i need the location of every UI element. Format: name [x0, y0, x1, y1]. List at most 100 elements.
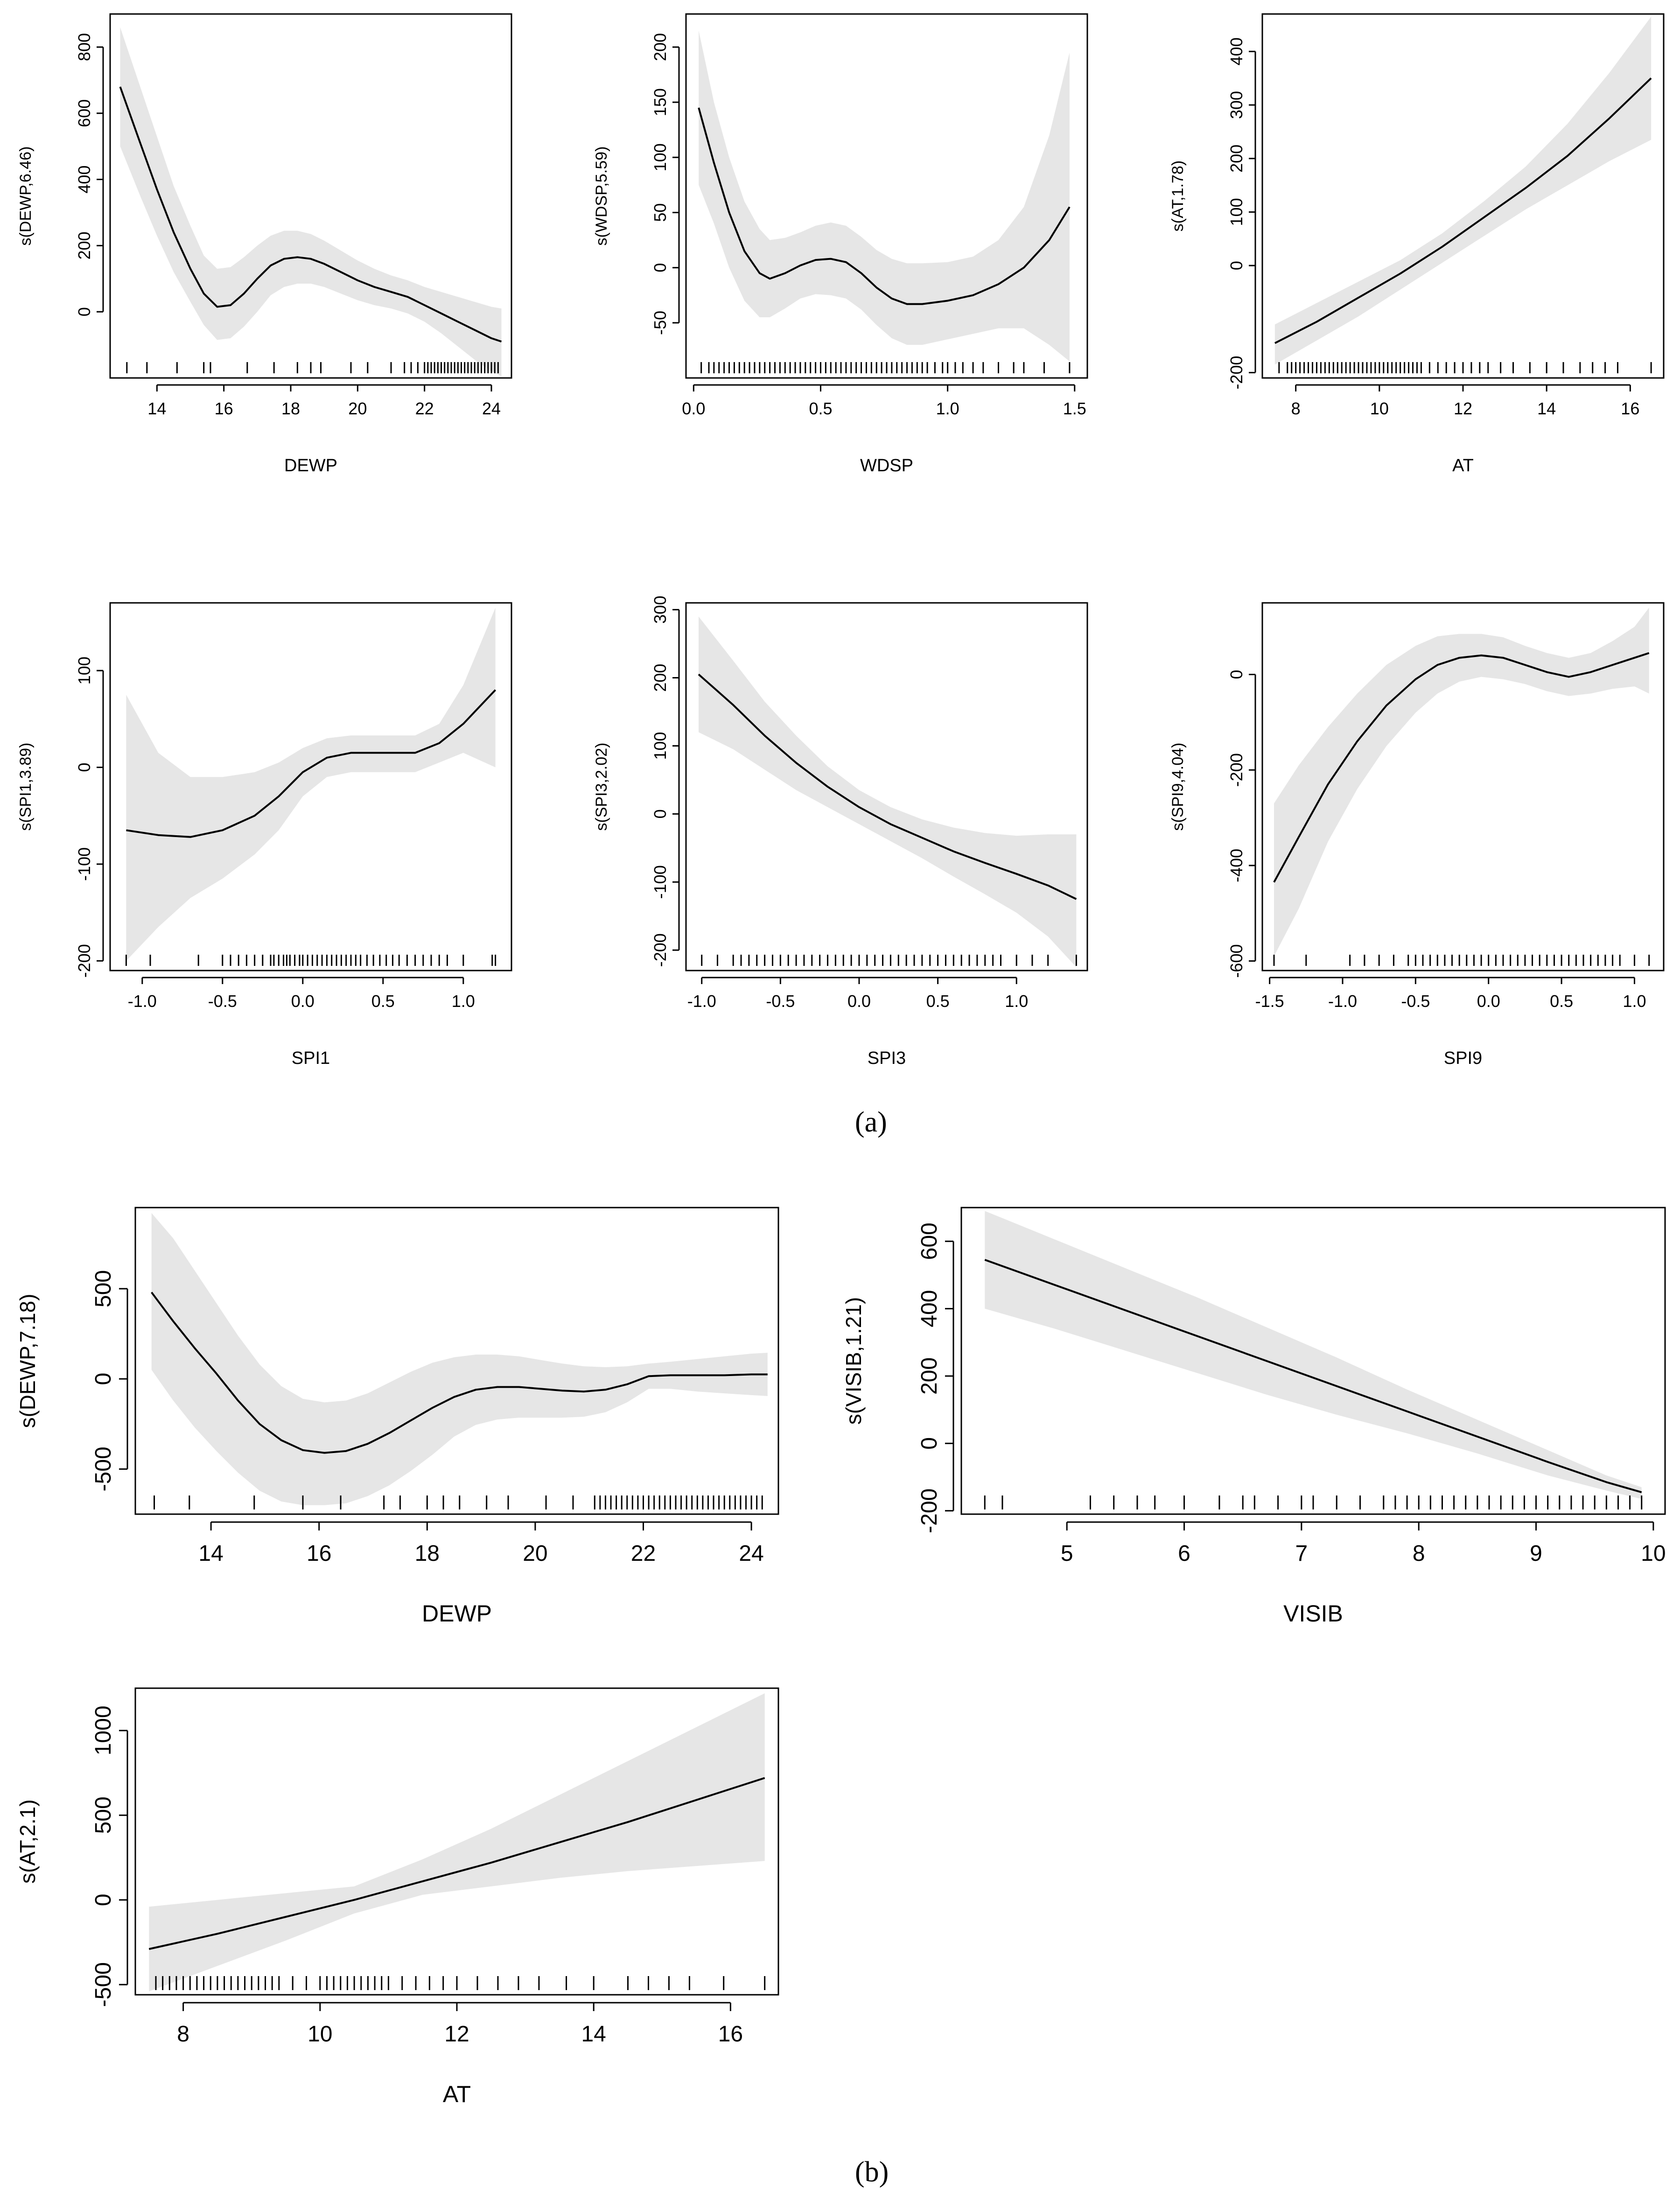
plot-frame — [685, 13, 1088, 379]
smooth-plot-2: 0.0 0.5 1.0 1.5 WDSP -50 0 50 100 150 200 s(WDSP,5.… — [593, 13, 1088, 475]
x-axis-title: VISIB — [1283, 1600, 1343, 1627]
x-axis-title: SPI1 — [292, 1048, 330, 1068]
y-tick-label: 0 — [75, 763, 94, 772]
y-tick-label: 200 — [917, 1357, 942, 1395]
y-tick-label: 150 — [651, 88, 670, 116]
x-tick-label: 0.5 — [371, 992, 395, 1011]
plot-frame — [134, 1687, 779, 1996]
x-axis-title: AT — [443, 2081, 471, 2107]
y-axis-title: s(SPI3,2.02) — [593, 743, 610, 831]
x-axis-title: AT — [1452, 456, 1474, 475]
x-tick-label: 10 — [1641, 1541, 1666, 1566]
smooth-line — [119, 86, 502, 342]
rug — [125, 955, 497, 966]
y-tick-label: 100 — [651, 732, 670, 760]
smooth-plot-4: -1.0 -0.5 0.0 0.5 1.0 SPI1 -200 -100 0 100 s(SPI1,… — [17, 602, 512, 1068]
y-tick-label: 0 — [91, 1894, 116, 1906]
x-tick-label: 14 — [147, 399, 166, 418]
plot-frame — [1261, 602, 1665, 971]
y-tick-label: 600 — [917, 1223, 942, 1260]
x-tick-label: 0.5 — [809, 399, 832, 418]
confidence-band — [149, 1693, 765, 1991]
x-tick-label: -1.0 — [128, 992, 157, 1011]
smooth-plot-9: 8 10 12 14 16 AT -500 0 500 1000 s(AT,2.1) — [15, 1687, 779, 2107]
x-tick-label: -1.5 — [1255, 992, 1284, 1011]
y-axis-title: s(VISIB,1.21) — [841, 1297, 866, 1425]
smooth-line — [151, 1292, 768, 1454]
smooth-plot-8: 5 6 7 8 9 10 VISIB -200 0 200 400 600 s(VISIB,1.21) — [841, 1207, 1666, 1627]
x-tick-label: 20 — [348, 399, 367, 418]
y-tick-label: 100 — [75, 657, 94, 685]
y-tick-label: 400 — [1227, 37, 1246, 65]
x-tick-label: 18 — [415, 1541, 440, 1566]
x-tick-label: 1.0 — [1005, 992, 1028, 1011]
y-tick-label: 0 — [917, 1437, 942, 1450]
y-tick-label: -100 — [651, 865, 670, 899]
y-tick-label: 300 — [651, 596, 670, 624]
x-tick-label: 1.5 — [1063, 399, 1086, 418]
x-tick-label: 14 — [198, 1541, 223, 1566]
panel-label-b: (b) — [855, 2156, 889, 2188]
y-tick-label: 0 — [651, 263, 670, 273]
smooth-plot-3: 8 10 12 14 16 AT -200 0 100 200 300 400 s(AT,1.78) — [1169, 13, 1665, 475]
x-tick-label: -0.5 — [766, 992, 795, 1011]
rug — [1278, 362, 1652, 373]
confidence-band — [1274, 16, 1652, 365]
smooth-plot-5: -1.0 -0.5 0.0 0.5 1.0 SPI3 -200 -100 0 100 200 300 s… — [593, 596, 1088, 1068]
y-tick-label: 50 — [651, 203, 670, 222]
y-tick-label: 200 — [651, 33, 670, 61]
y-tick-label: -200 — [651, 933, 670, 967]
y-tick-label: 600 — [75, 99, 94, 127]
x-tick-label: -1.0 — [687, 992, 716, 1011]
plot-frame — [109, 602, 512, 971]
confidence-band — [699, 616, 1077, 967]
x-tick-label: 1.0 — [936, 399, 959, 418]
plot-frame — [1261, 13, 1665, 379]
y-tick-label: -500 — [91, 1446, 116, 1491]
y-tick-label: 0 — [1227, 261, 1246, 270]
y-tick-label: -200 — [75, 944, 94, 978]
x-tick-label: 24 — [739, 1541, 763, 1566]
x-tick-label: 14 — [1537, 399, 1556, 418]
x-tick-label: 1.0 — [1623, 992, 1646, 1011]
x-axis-title: SPI9 — [1444, 1048, 1482, 1068]
x-tick-label: 24 — [482, 399, 501, 418]
x-tick-label: 16 — [1621, 399, 1639, 418]
y-tick-label: -100 — [75, 847, 94, 881]
x-tick-label: 12 — [1454, 399, 1472, 418]
smooth-plot-1: 14 16 18 20 22 24 DEWP 0 200 400 600 800 s(DEWP,6.46… — [17, 13, 512, 475]
x-tick-label: 0.5 — [926, 992, 950, 1011]
y-tick-label: -600 — [1227, 944, 1246, 978]
plot-frame — [134, 1207, 779, 1515]
plot-frame — [109, 13, 512, 379]
y-axis-title: s(SPI9,4.04) — [1169, 743, 1187, 831]
rug — [1273, 955, 1650, 966]
y-axis-title: s(DEWP,6.46) — [17, 147, 35, 246]
y-tick-label: 800 — [75, 33, 94, 61]
confidence-band — [120, 27, 502, 377]
y-tick-label: -50 — [651, 311, 670, 335]
x-tick-label: 22 — [631, 1541, 656, 1566]
y-tick-label: -200 — [917, 1488, 942, 1533]
x-tick-label: 8 — [1291, 399, 1301, 418]
confidence-band — [699, 30, 1070, 362]
x-axis-title: DEWP — [284, 456, 337, 475]
x-tick-label: 14 — [581, 2022, 606, 2047]
x-tick-label: 16 — [718, 2022, 743, 2047]
x-tick-label: 10 — [1370, 399, 1389, 418]
x-tick-label: -0.5 — [1401, 992, 1430, 1011]
y-axis-title: s(AT,2.1) — [15, 1799, 40, 1884]
x-tick-label: 12 — [444, 2022, 469, 2047]
y-tick-label: 400 — [75, 166, 94, 194]
y-tick-label: 200 — [1227, 145, 1246, 173]
y-axis-title: s(WDSP,5.59) — [593, 147, 610, 246]
x-tick-label: 1.0 — [452, 992, 475, 1011]
rug — [155, 1976, 766, 1990]
smooth-plot-7: 14 16 18 20 22 24 DEWP -500 0 500 s(DEWP,7.18) — [15, 1207, 779, 1627]
x-tick-label: 16 — [307, 1541, 331, 1566]
x-tick-label: 10 — [308, 2022, 332, 2047]
y-tick-label: 0 — [75, 307, 94, 316]
plot-frame — [960, 1207, 1666, 1515]
x-tick-label: 5 — [1061, 1541, 1073, 1566]
